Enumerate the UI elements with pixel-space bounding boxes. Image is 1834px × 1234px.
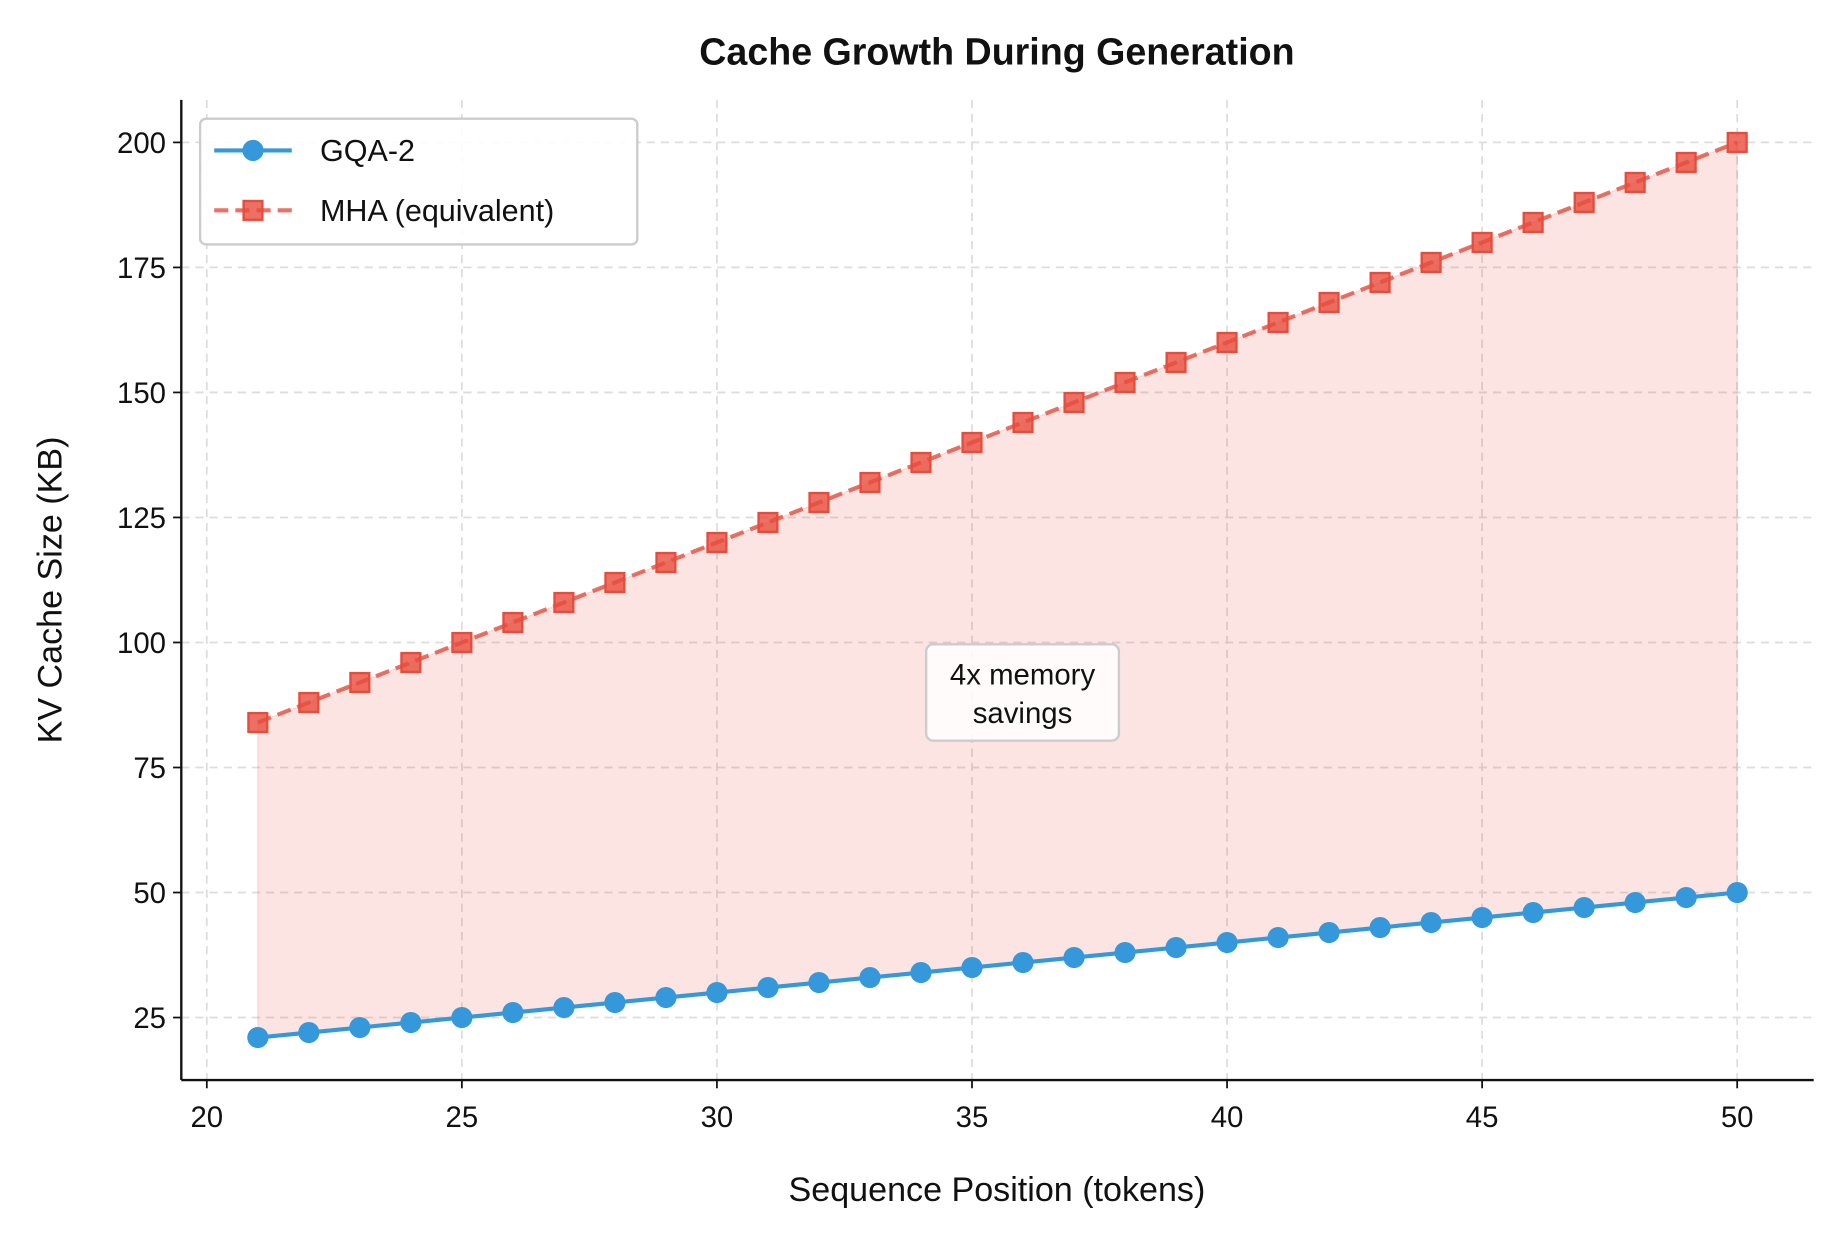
mha-point [1216,331,1238,354]
mha-point [706,531,728,554]
legend-label-mha: MHA (equivalent) [320,194,554,228]
mha-point [961,431,983,454]
gqa-point [859,966,881,989]
gqa-point [1624,891,1646,914]
gqa-point [349,1016,371,1039]
mha-point [400,651,422,674]
y-tick-label: 50 [133,877,166,910]
mha-point [1318,291,1340,314]
y-tick-label: 100 [117,627,166,660]
y-tick-label: 200 [117,127,166,160]
y-tick-label: 175 [117,252,166,285]
gqa-point [1675,886,1697,909]
chart-title: Cache Growth During Generation [699,31,1294,73]
annotation-box: 4x memory savings [924,643,1121,742]
annotation-line-2: savings [973,697,1073,730]
gqa-point [1573,896,1595,919]
legend-square-marker [242,199,264,221]
legend-circle-marker [242,139,264,162]
mha-point [757,511,779,534]
legend-item-gqa: GQA-2 [214,134,415,168]
mha-point [349,671,371,694]
gqa-point [298,1021,320,1044]
legend-label-gqa: GQA-2 [320,134,415,168]
gqa-point [706,981,728,1004]
gqa-point [961,956,983,979]
mha-point [1726,131,1748,153]
mha-point [247,711,269,734]
mha-point [553,591,575,614]
gqa-point [1114,941,1136,964]
mha-point [910,451,932,474]
axes: 20 25 30 35 40 45 50 25 50 75 100 125 150 175 200 [117,99,1814,1134]
gqa-point [400,1011,422,1034]
mha-point [451,631,473,654]
gqa-point [1369,916,1391,939]
mha-point [1114,371,1136,394]
x-tick-label: 50 [1721,1101,1754,1134]
mha-point [298,691,320,714]
gqa-point [1012,951,1034,974]
series-group [247,131,1748,1049]
x-axis-label: Sequence Position (tokens) [789,1171,1206,1209]
fill-between-area [257,141,1738,1039]
gqa-point [655,986,677,1009]
gqa-point [1216,931,1238,954]
y-tick-label: 150 [117,377,166,410]
gqa-point [910,961,932,984]
gqa-point [1522,901,1544,924]
gqa-point [1420,911,1442,934]
gqa-point [1267,926,1289,949]
y-tick-label: 125 [117,502,166,535]
annotation-line-1: 4x memory [950,658,1096,691]
gqa-point [553,996,575,1019]
mha-point [1624,171,1646,193]
gqa-point [451,1006,473,1029]
y-tick-label: 75 [133,752,166,785]
mha-point [1420,251,1442,273]
x-tick-label: 40 [1211,1101,1244,1134]
mha-point [1573,191,1595,213]
mha-point [1063,391,1085,414]
mha-point [1675,151,1697,173]
gqa-point [1318,921,1340,944]
x-tick-label: 45 [1466,1101,1499,1134]
x-tick-label: 25 [446,1101,479,1134]
x-tick-label: 35 [956,1101,989,1134]
gqa-point [604,991,626,1014]
mha-point [1267,311,1289,334]
x-tick-label: 30 [701,1101,734,1134]
gqa-point [808,971,830,994]
mha-point [1369,271,1391,294]
gqa-point [757,976,779,999]
mha-point [808,491,830,514]
mha-point [1471,231,1493,253]
mha-point [655,551,677,574]
gqa-point [1165,936,1187,959]
mha-point [1522,211,1544,233]
gqa-point [502,1001,524,1024]
mha-point [502,611,524,634]
y-tick-label: 25 [133,1002,166,1035]
x-tick-label: 20 [190,1101,223,1134]
gqa-point [247,1026,269,1049]
mha-point [604,571,626,594]
legend: GQA-2 MHA (equivalent) [198,117,639,246]
mha-point [1165,351,1187,374]
mha-point [1012,411,1034,434]
gqa-point [1471,906,1493,929]
gqa-point [1063,946,1085,969]
y-axis-label: KV Cache Size (KB) [31,437,69,744]
mha-point [859,471,881,494]
gqa-point [1726,881,1748,904]
fill-between-polygon [257,141,1738,1039]
legend-item-mha: MHA (equivalent) [214,194,554,228]
